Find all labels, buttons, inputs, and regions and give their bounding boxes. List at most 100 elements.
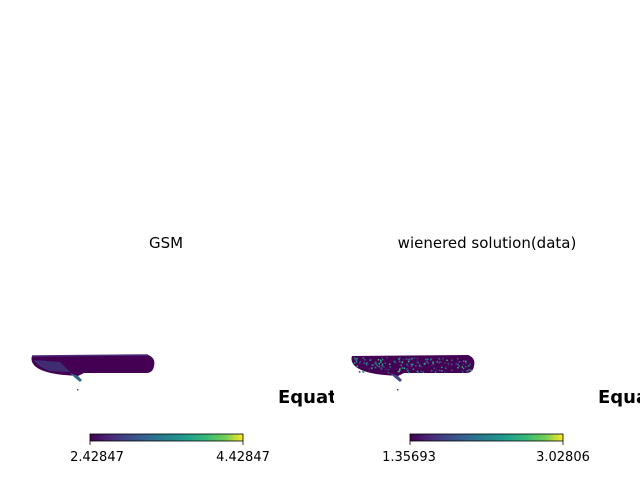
map-noise-pixel bbox=[394, 361, 397, 364]
map-noise-pixel bbox=[432, 361, 434, 363]
panel-wienered-solution: wienered solution(data) Equatorial 1.356… bbox=[351, 234, 640, 465]
map-noise-pixel bbox=[401, 367, 404, 369]
map-noise-pixel bbox=[359, 362, 361, 364]
map-noise-pixel bbox=[380, 361, 382, 363]
map-noise-pixel bbox=[436, 361, 438, 363]
map-noise-pixel bbox=[461, 366, 464, 368]
map-noise-pixel bbox=[410, 363, 412, 366]
sky-map bbox=[351, 355, 475, 391]
map-noise-pixel bbox=[366, 361, 368, 364]
map-noise-pixel bbox=[381, 364, 384, 367]
map-noise-pixel bbox=[432, 362, 434, 364]
map-noise-pixel bbox=[439, 369, 441, 372]
map-noise-pixel bbox=[356, 365, 358, 367]
map-noise-pixel bbox=[451, 359, 453, 361]
map-noise-pixel bbox=[398, 370, 401, 373]
map-noise-pixel bbox=[438, 361, 440, 364]
map-noise-pixel bbox=[412, 368, 415, 370]
map-noise-pixel bbox=[442, 358, 444, 360]
map-noise-pixel bbox=[407, 364, 409, 367]
map-noise-pixel bbox=[371, 367, 373, 369]
map-noise-pixel bbox=[375, 363, 377, 365]
map-noise-pixel bbox=[444, 362, 446, 364]
map-noise-pixel bbox=[393, 360, 396, 363]
map-noise-pixel bbox=[374, 366, 377, 369]
colorbar-min-label: 1.35693 bbox=[382, 450, 436, 465]
map-noise-pixel bbox=[406, 358, 408, 360]
map-noise-pixel bbox=[426, 360, 428, 363]
map-noise-pixel bbox=[434, 371, 437, 373]
map-noise-pixel bbox=[384, 362, 387, 364]
map-noise-pixel bbox=[399, 357, 401, 359]
map-noise-pixel bbox=[416, 370, 419, 373]
map-noise-pixel bbox=[458, 365, 460, 367]
map-noise-pixel bbox=[397, 370, 400, 373]
map-noise-pixel bbox=[381, 363, 384, 366]
map-noise-pixel bbox=[378, 365, 380, 368]
map-noise-pixel bbox=[462, 360, 465, 362]
map-noise-pixel bbox=[438, 358, 441, 360]
map-noise-pixel bbox=[399, 369, 401, 371]
colorbar-min-label: 2.42847 bbox=[70, 450, 124, 465]
map-noise-pixel bbox=[450, 363, 453, 366]
colorbar-max-label: 3.02806 bbox=[536, 450, 590, 465]
map-noise-pixel bbox=[363, 362, 365, 364]
map-noise-pixel bbox=[419, 364, 421, 366]
sky-map bbox=[31, 354, 155, 391]
map-noise-pixel bbox=[408, 371, 410, 374]
map-noise-pixel bbox=[411, 363, 414, 366]
map-noise-pixel bbox=[355, 361, 358, 364]
map-noise-pixel bbox=[433, 363, 435, 366]
map-noise-pixel bbox=[403, 367, 406, 369]
map-noise-pixel bbox=[380, 368, 382, 370]
map-noise-pixel bbox=[407, 360, 410, 363]
map-speck bbox=[77, 389, 79, 391]
colorbar-max-label: 4.42847 bbox=[216, 450, 270, 465]
panel-gsm: GSM Equatorial 2.42847 4.42847 bbox=[31, 234, 334, 465]
map-noise-pixel bbox=[387, 372, 390, 374]
map-noise-pixel bbox=[467, 370, 469, 373]
map-noise-pixel bbox=[430, 358, 433, 360]
map-noise-pixel bbox=[430, 359, 432, 361]
map-noise-pixel bbox=[427, 362, 430, 365]
map-noise-pixel bbox=[424, 362, 427, 364]
map-noise-pixel bbox=[447, 363, 450, 365]
map-noise-pixel bbox=[441, 370, 443, 372]
map-noise-pixel bbox=[400, 364, 402, 367]
map-noise-pixel bbox=[430, 370, 433, 372]
map-noise-pixel bbox=[370, 359, 372, 361]
map-strip bbox=[351, 355, 475, 376]
map-noise-pixel bbox=[358, 371, 361, 373]
map-noise-pixel bbox=[368, 367, 371, 370]
map-noise-pixel bbox=[406, 363, 408, 366]
map-noise-pixel bbox=[465, 365, 467, 368]
map-noise-pixel bbox=[433, 367, 435, 370]
map-noise-pixel bbox=[445, 367, 447, 369]
map-noise-pixel bbox=[423, 362, 426, 365]
panel-title: GSM bbox=[149, 234, 183, 252]
map-noise-pixel bbox=[457, 358, 459, 360]
map-noise-pixel bbox=[420, 370, 422, 373]
map-noise-pixel bbox=[457, 367, 459, 369]
map-noise-pixel bbox=[411, 358, 413, 360]
map-noise-pixel bbox=[387, 369, 390, 371]
colorbar: 1.35693 3.02806 bbox=[382, 433, 590, 465]
map-noise-pixel bbox=[464, 362, 467, 365]
map-noise-pixel bbox=[417, 362, 420, 364]
map-noise-pixel bbox=[408, 358, 411, 360]
map-noise-pixel bbox=[369, 359, 371, 361]
map-noise-pixel bbox=[355, 360, 358, 362]
map-noise-pixel bbox=[417, 371, 419, 374]
map-noise-pixel bbox=[464, 360, 467, 363]
map-noise-pixel bbox=[381, 357, 383, 359]
colorbar-gradient bbox=[89, 433, 244, 442]
map-noise-pixel bbox=[386, 357, 388, 359]
map-noise-pixel bbox=[444, 371, 446, 373]
map-noise-pixel bbox=[425, 358, 427, 361]
map-noise-pixel bbox=[380, 366, 382, 368]
map-noise-pixel bbox=[380, 359, 382, 362]
map-noise bbox=[353, 357, 472, 374]
map-noise-pixel bbox=[377, 359, 380, 361]
map-noise-pixel bbox=[406, 368, 408, 370]
map-noise-pixel bbox=[402, 358, 405, 361]
